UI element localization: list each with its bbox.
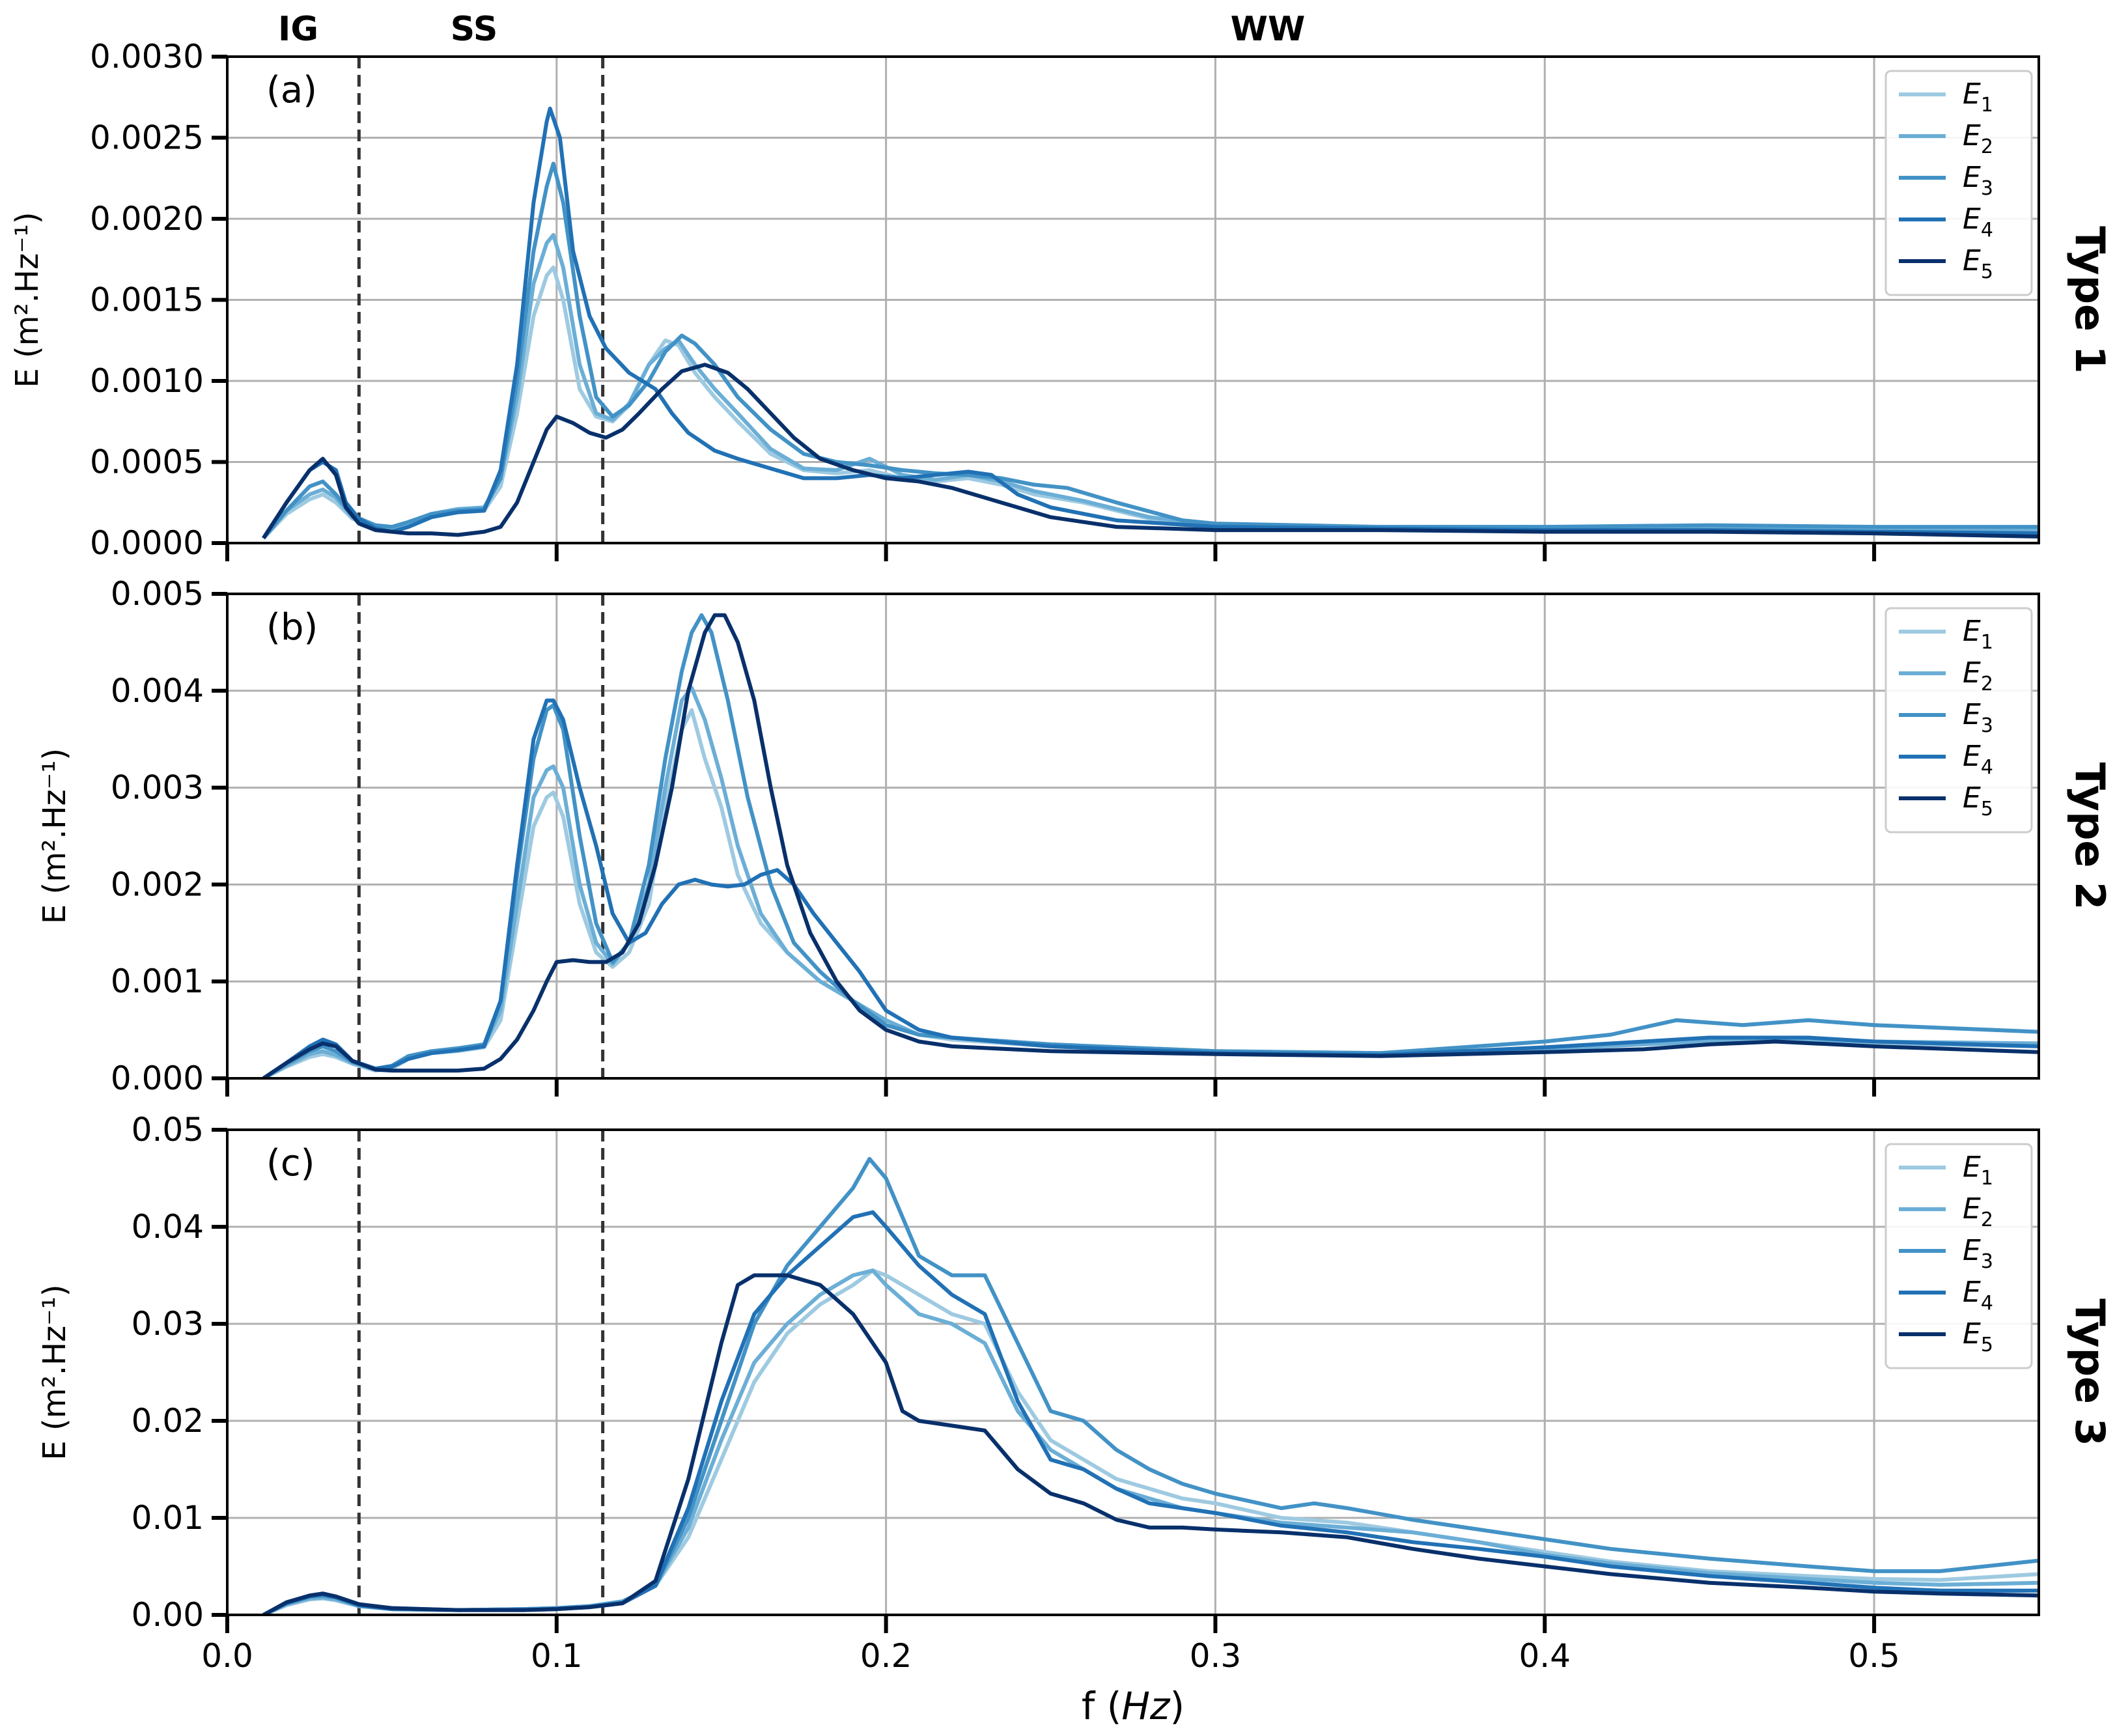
legend-entry-e3: E3 [1963,1234,1993,1273]
y-tick-label: 0.0010 [90,362,204,400]
x-tick-label: 0.2 [860,1637,912,1675]
y-tick-label: 0.0020 [90,200,204,238]
series-line-e4 [262,698,2039,1078]
y-tick-label: 0.0015 [90,281,204,319]
plot-frame [226,1128,2040,1616]
plot-frame [226,593,2040,1080]
band-label-ss: SS [451,10,498,49]
y-tick-label: 0.0030 [90,38,204,76]
y-axis-label: E (m².Hz⁻¹) [36,1284,73,1460]
y-tick-label: 0.0025 [90,119,204,157]
y-tick-label: 0.04 [132,1208,204,1246]
y-tick-label: 0.000 [111,1059,204,1097]
y-tick-label: 0.05 [132,1111,204,1149]
row-title: Type 1 [2066,226,2114,374]
series-line-e5 [262,613,2039,1078]
series-line-e5 [262,1273,2039,1615]
panel-1: 0.0000 0.0005 0.0010 0.0015 0.0020 0.0025 0.00… [9,38,2114,562]
y-tick-label: 0.02 [132,1402,204,1440]
series-line-e5 [262,363,2039,540]
y-tick-label: 0.0000 [90,524,204,562]
band-label-ww: WW [1231,10,1306,49]
frequency-band-labels: IG SS WW [278,10,1305,49]
y-tick-label: 0.002 [111,865,204,903]
legend-box [1884,1143,2033,1369]
x-tick-label: 0.0 [201,1637,253,1675]
series-line-e3 [262,161,2039,540]
legend-box [1884,70,2033,296]
panel-3: 0.0 0.1 0.2 0.3 0.4 0.5 0.00 0.01 0.02 0.03 0.04 0.… [36,1111,2114,1675]
y-tick-label: 0.001 [111,962,204,1000]
legend-entry-e5: E5 [1963,244,1993,283]
band-label-ig: IG [278,10,318,49]
y-tick-label: 0.003 [111,769,204,807]
panel-label: (c) [266,1142,315,1184]
row-title: Type 3 [2066,1298,2114,1446]
y-tick-label: 0.0005 [90,443,204,481]
row-title: Type 2 [2066,763,2114,910]
legend-entry-e4: E4 [1963,1276,1993,1315]
x-axis-label: f (Hz) [1082,1684,1184,1728]
y-tick-label: 0.01 [132,1499,204,1537]
y-axis-label: E (m².Hz⁻¹) [9,212,46,387]
legend-entry-e5: E5 [1963,1317,1993,1356]
legend-box [1884,607,2033,833]
x-tick-label: 0.3 [1190,1637,1242,1675]
x-tick-label: 0.1 [531,1637,583,1675]
y-tick-label: 0.03 [132,1305,204,1343]
panel-label: (b) [266,606,318,649]
y-axis-label: E (m².Hz⁻¹) [36,748,73,924]
y-tick-label: 0.005 [111,575,204,613]
panel-label: (a) [266,69,317,111]
y-tick-label: 0.00 [132,1596,204,1634]
x-tick-label: 0.4 [1519,1637,1571,1675]
series-line-e4 [262,1210,2039,1615]
x-tick-label: 0.5 [1848,1637,1900,1675]
y-tick-label: 0.004 [111,672,204,710]
panel-2: 0.000 0.001 0.002 0.003 0.004 0.005 (b) E (m².H… [36,575,2114,1097]
